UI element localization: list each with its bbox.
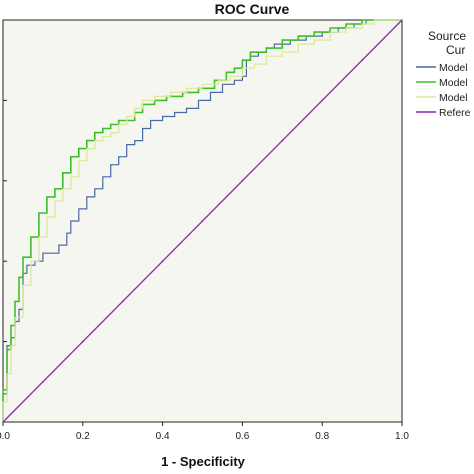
x-axis-label: 1 - Specificity [161,454,246,469]
series-line-1 [2,19,402,422]
x-tick-label: 1.0 [395,431,409,442]
reference-marker [241,179,244,182]
reference-marker [121,300,124,303]
x-tick-label: 0.6 [235,431,249,442]
reference-marker [42,380,44,383]
reference-marker [361,59,363,62]
x-tick-label: 0.2 [76,431,90,442]
series-line-3 [2,19,402,422]
series-line-2 [2,19,402,422]
legend-label: Model [439,92,468,104]
legend-label: Refere [439,107,471,119]
legend-title: Source [428,29,466,43]
chart-title: ROC Curve [215,1,290,17]
reference-marker [201,220,204,222]
reference-marker [281,139,284,142]
x-tick-label: 0.4 [156,431,170,442]
reference-marker [321,99,324,102]
reference-marker [161,260,164,263]
x-tick-label: 0.8 [315,431,329,442]
x-axis: 0.0 0.2 0.4 0.6 0.8 1.0 [0,99,409,442]
legend-label: Model [439,62,468,74]
reference-marker [81,340,84,343]
series-layer [2,19,403,423]
legend-label: Model [439,77,468,89]
x-tick-label: 0.0 [0,431,10,442]
legend-title: Cur [446,43,465,57]
